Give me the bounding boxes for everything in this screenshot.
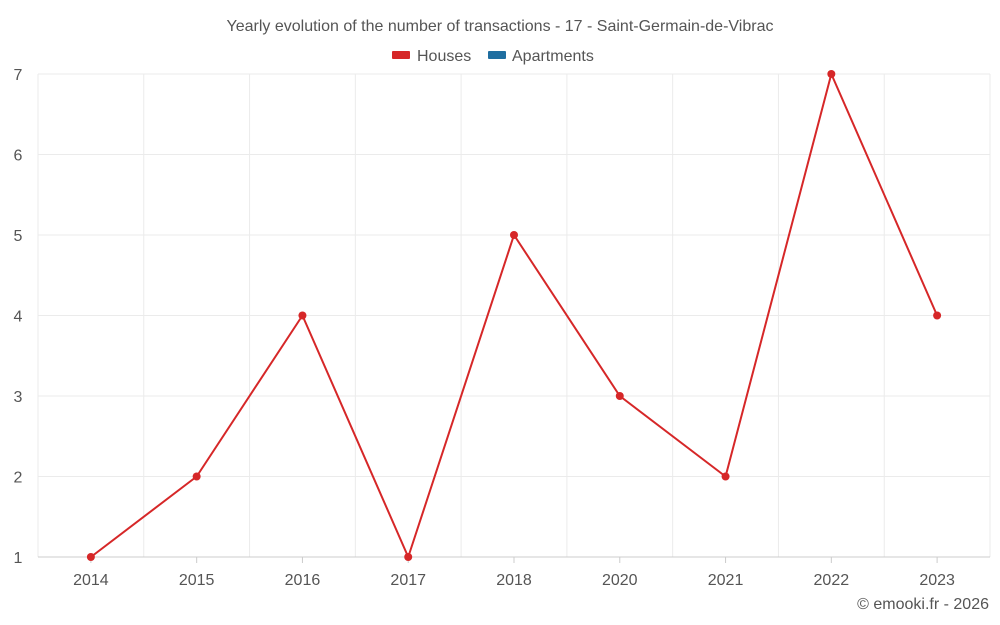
x-tick-label: 2020 bbox=[602, 572, 638, 589]
y-tick-label: 1 bbox=[14, 550, 23, 567]
credit-text: © emooki.fr - 2026 bbox=[857, 596, 989, 613]
data-point-houses[interactable] bbox=[510, 231, 518, 239]
series bbox=[86, 70, 942, 561]
legend-swatch-apartments bbox=[488, 51, 506, 59]
x-tick-label: 2023 bbox=[919, 572, 955, 589]
y-tick-label: 7 bbox=[14, 67, 23, 84]
data-point-houses[interactable] bbox=[827, 70, 836, 78]
x-tick-label: 2021 bbox=[708, 572, 744, 589]
axes bbox=[38, 556, 990, 563]
data-point-houses[interactable] bbox=[404, 553, 413, 561]
y-tick-label: 2 bbox=[14, 470, 23, 487]
grid bbox=[37, 73, 991, 557]
y-tick-label: 5 bbox=[14, 228, 23, 245]
x-tick-label: 2022 bbox=[814, 572, 850, 589]
data-point-houses[interactable] bbox=[86, 553, 95, 561]
y-tick-label: 6 bbox=[14, 148, 23, 165]
legend-label-apartments: Apartments bbox=[512, 48, 594, 65]
data-point-houses[interactable] bbox=[192, 472, 201, 481]
data-point-houses[interactable] bbox=[933, 311, 942, 320]
data-point-houses[interactable] bbox=[615, 392, 624, 400]
x-tick-label: 2014 bbox=[73, 572, 109, 589]
data-point-houses[interactable] bbox=[721, 472, 730, 481]
x-tick-label: 2015 bbox=[179, 572, 215, 589]
legend-swatch-houses bbox=[392, 51, 410, 59]
x-tick-label: 2016 bbox=[285, 572, 321, 589]
legend-label-houses: Houses bbox=[417, 48, 471, 65]
y-tick-label: 4 bbox=[14, 309, 23, 326]
legend-item-houses[interactable]: Houses bbox=[392, 48, 471, 65]
legend-item-apartments[interactable]: Apartments bbox=[488, 48, 594, 65]
legend: Houses Apartments bbox=[392, 48, 594, 65]
data-point-houses[interactable] bbox=[298, 311, 307, 320]
x-tick-label: 2018 bbox=[496, 572, 532, 589]
y-tick-label: 3 bbox=[14, 389, 23, 406]
chart-title: Yearly evolution of the number of transa… bbox=[227, 18, 774, 35]
x-tick-label: 2017 bbox=[390, 572, 426, 589]
tick-labels: 1 2 3 4 5 6 7 2014 2015 2016 2017 2018 2020 2021 2022 2… bbox=[14, 67, 955, 589]
